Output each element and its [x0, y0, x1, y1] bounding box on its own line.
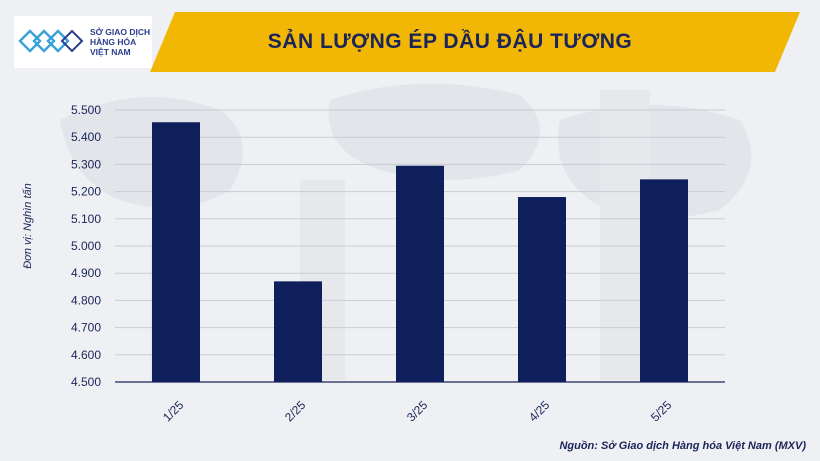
y-tick-label: 4.900 [71, 266, 101, 280]
bar [152, 122, 200, 383]
logo-line-2: HÀNG HÓA [90, 37, 137, 47]
y-tick-label: 4.600 [71, 348, 101, 362]
logo [14, 16, 152, 68]
y-tick-label: 5.300 [71, 157, 101, 171]
logo-line-1: SỞ GIAO DỊCH [90, 27, 151, 37]
header-banner [150, 12, 800, 72]
x-tick-label: 1/25 [160, 398, 187, 425]
y-tick-label: 5.200 [71, 185, 101, 199]
x-tick-label: 5/25 [648, 398, 675, 425]
y-tick-label: 5.500 [71, 103, 101, 117]
logo-line-3: VIỆT NAM [90, 47, 131, 57]
bar [396, 165, 444, 382]
x-tick-label: 4/25 [526, 398, 553, 425]
y-tick-label: 5.400 [71, 130, 101, 144]
header-accent-band [150, 12, 800, 72]
bar [640, 179, 688, 382]
y-tick-label: 5.100 [71, 212, 101, 226]
x-tick-label: 2/25 [282, 398, 309, 425]
y-tick-label: 4.800 [71, 293, 101, 307]
logo-wordmark: SỞ GIAO DỊCH HÀNG HÓA VIỆT NAM [90, 27, 160, 57]
y-tick-label: 4.700 [71, 321, 101, 335]
source-note: Nguồn: Sở Giao dịch Hàng hóa Việt Nam (M… [559, 440, 806, 452]
y-tick-label: 5.000 [71, 239, 101, 253]
bar [518, 197, 566, 382]
logo-icon [18, 29, 84, 53]
chart-title: SẢN LƯỢNG ÉP DẦU ĐẬU TƯƠNG [267, 30, 633, 53]
x-tick-label: 3/25 [404, 398, 431, 425]
y-tick-label: 4.500 [71, 375, 101, 389]
bar [274, 281, 322, 382]
